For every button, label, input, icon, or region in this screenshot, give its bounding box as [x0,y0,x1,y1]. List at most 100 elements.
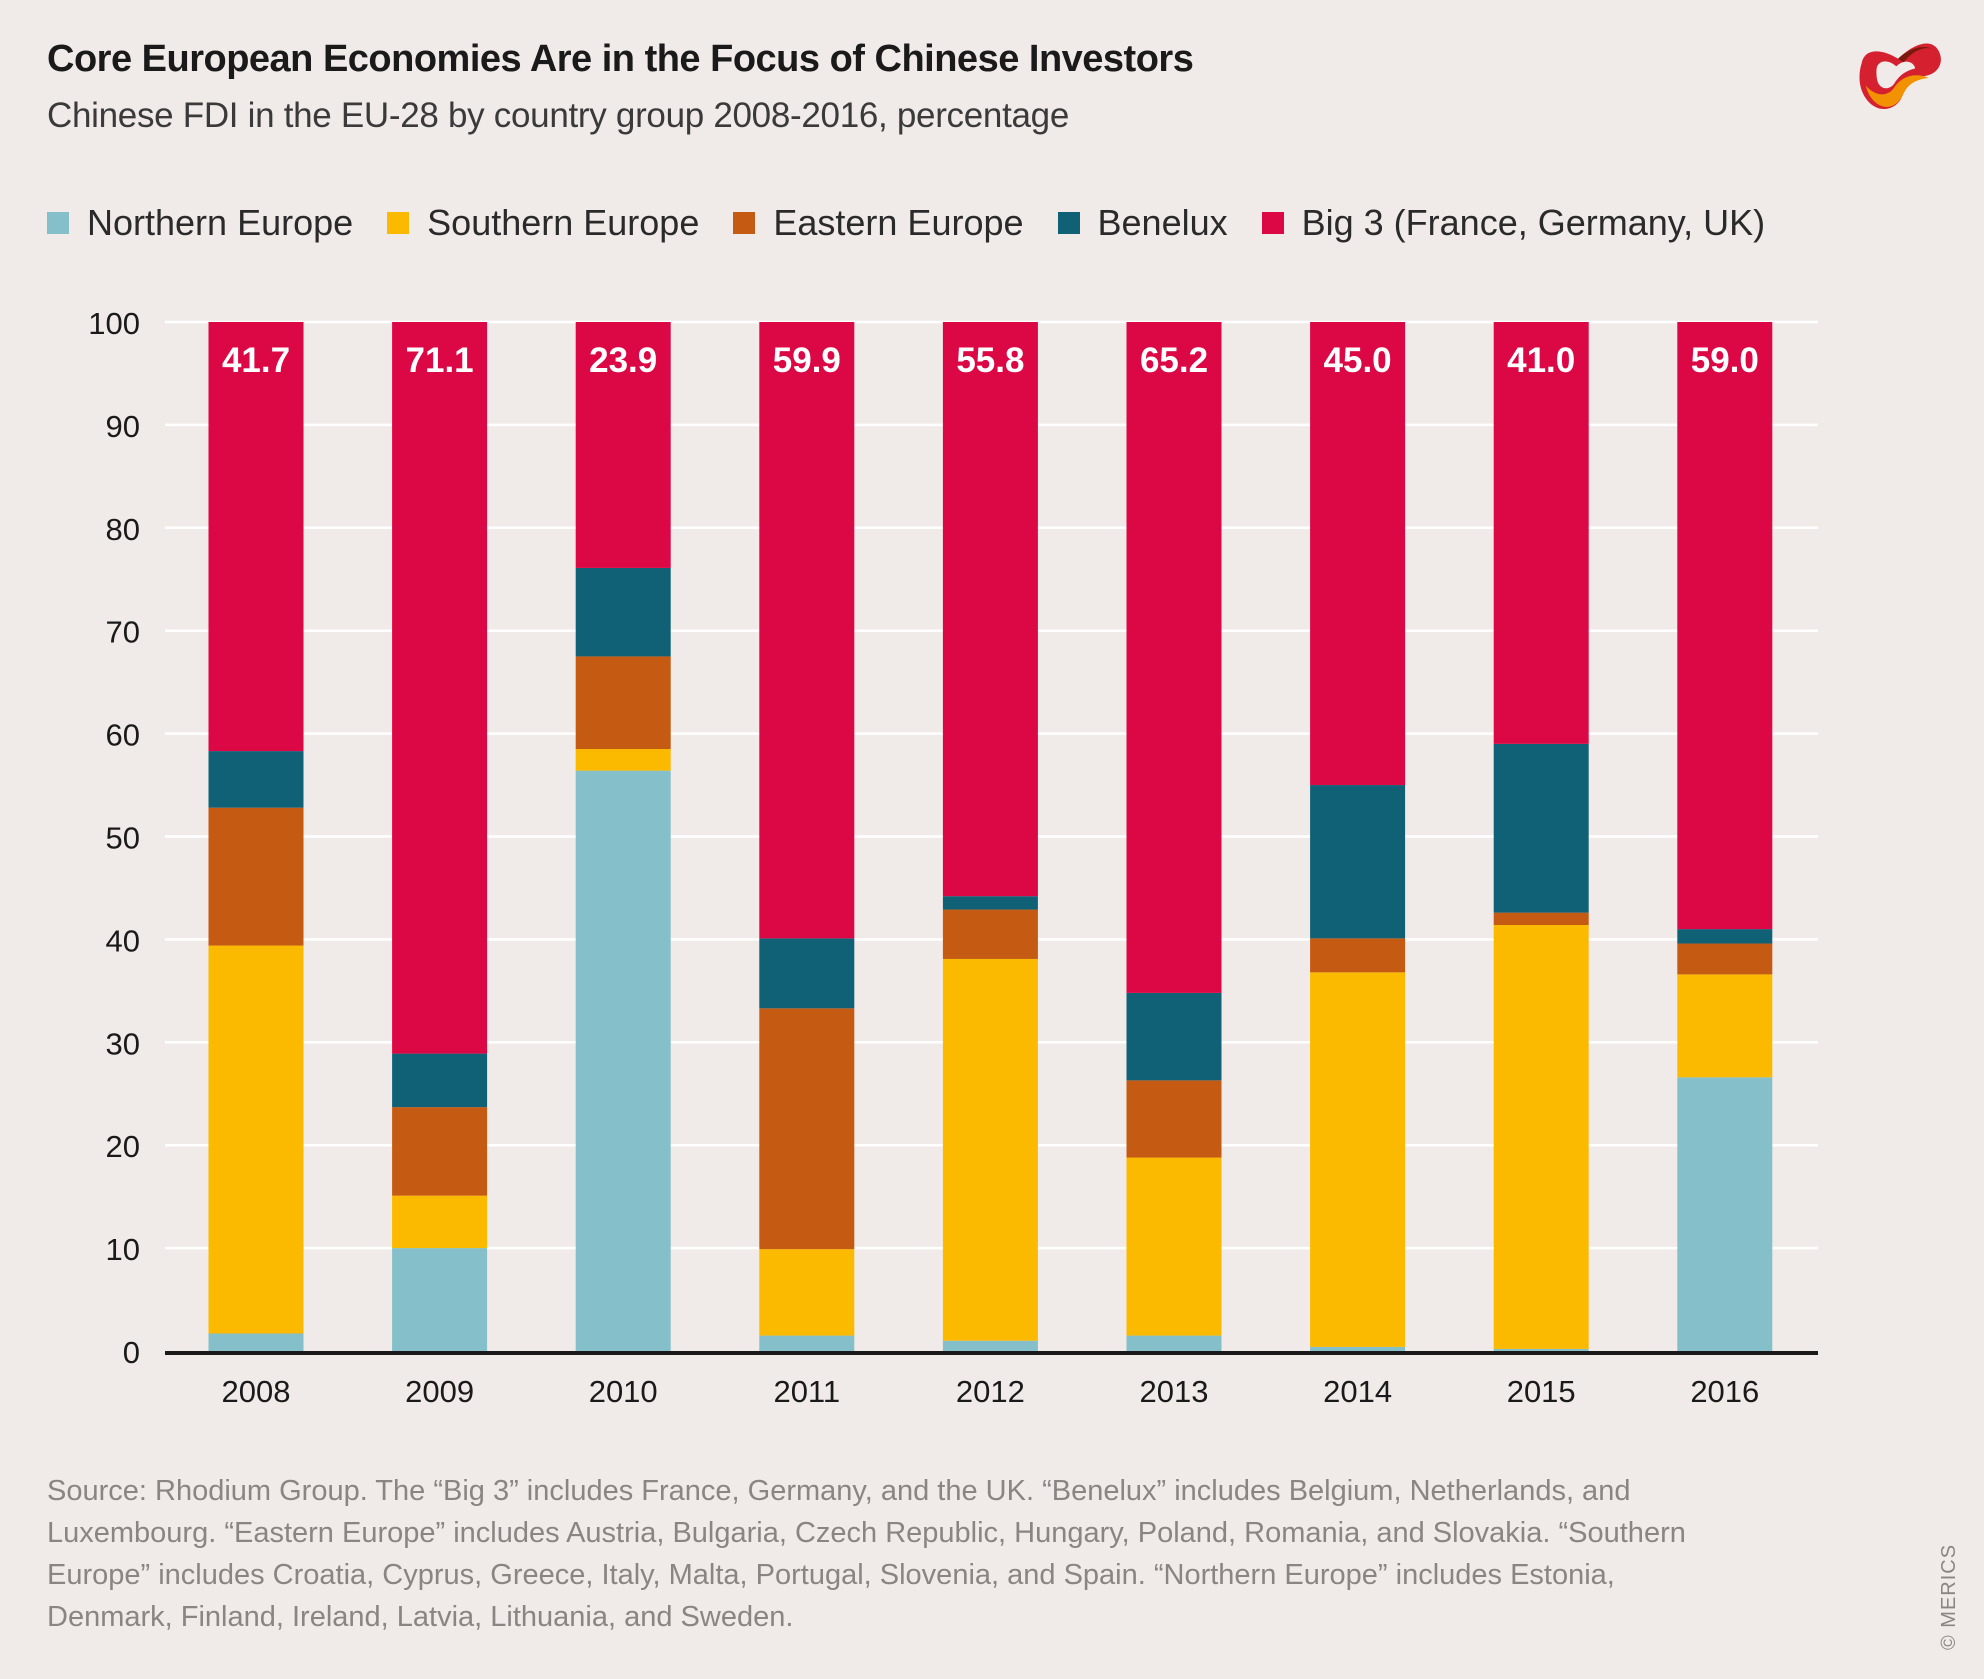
bar-segment-benelux [392,1053,488,1108]
y-tick-label: 40 [106,923,140,958]
data-label: 45.0 [1324,341,1392,380]
bar-segment-benelux [759,938,855,1009]
merics-logo-icon [1859,43,1941,110]
data-label: 65.2 [1140,341,1208,380]
data-label: 55.8 [956,341,1024,380]
y-tick-label: 70 [106,615,140,650]
legend-label: Benelux [1097,202,1228,243]
legend-item-northern-europe: Northern Europe [47,202,353,244]
legend-label: Eastern Europe [773,202,1024,243]
bar-segment-eastern-europe [1126,1080,1222,1158]
bar-segment-big-3-france-germany-uk [208,322,304,752]
bar-segment-northern-europe [1677,1077,1773,1351]
legend-item-eastern-europe: Eastern Europe [733,202,1024,244]
x-tick-label: 2013 [1140,1374,1209,1409]
bar-segment-benelux [1677,929,1773,944]
legend-swatch-eastern-europe [733,212,756,234]
bar-segment-benelux [208,751,304,808]
bar-stack-2014 [1310,322,1406,1351]
bar-segment-northern-europe [575,770,671,1351]
bar-segment-southern-europe [208,945,304,1334]
x-tick-label: 2016 [1690,1374,1759,1409]
x-tick-label: 2008 [222,1374,291,1409]
x-tick-label: 2015 [1507,1374,1576,1409]
data-label: 71.1 [406,341,474,380]
bar-stack-2011 [759,322,855,1351]
chart-subtitle: Chinese FDI in the EU-28 by country grou… [47,96,1070,135]
y-axis-ticks: 0 10 20 30 40 50 60 70 80 90 100 [88,306,140,1370]
bar-segment-southern-europe [392,1195,488,1249]
bar-segment-benelux [1126,992,1222,1081]
bar-segment-eastern-europe [1493,912,1589,925]
x-tick-label: 2009 [405,1374,474,1409]
data-labels: 41.7 71.1 23.9 59.9 55.8 65.2 45.0 41.0 59.0 [222,341,1759,380]
y-tick-label: 90 [106,409,140,444]
legend-swatch-benelux [1057,212,1080,234]
legend-item-southern-europe: Southern Europe [387,202,699,244]
x-tick-label: 2010 [589,1374,658,1409]
legend-swatch-big-3 [1261,212,1284,234]
bar-segment-big-3-france-germany-uk [942,322,1038,897]
x-tick-label: 2012 [956,1374,1025,1409]
bar-segment-big-3-france-germany-uk [575,322,671,568]
y-tick-label: 50 [106,821,140,856]
copyright-notice: © MERICS [1938,1543,1960,1650]
bar-stack-2012 [942,322,1038,1351]
bar-segment-eastern-europe [1677,943,1773,975]
bars [208,322,1773,1351]
bar-segment-northern-europe [1310,1346,1406,1351]
bar-segment-big-3-france-germany-uk [392,322,488,1054]
legend-label: Southern Europe [427,202,700,243]
source-footnote: Source: Rhodium Group. The “Big 3” inclu… [47,1475,1686,1633]
bar-segment-benelux [1310,785,1406,939]
legend-label: Northern Europe [87,202,354,243]
bar-stack-2009 [392,322,488,1351]
bar-segment-northern-europe [1493,1348,1589,1351]
bar-segment-southern-europe [575,749,671,771]
bar-segment-southern-europe [1677,974,1773,1078]
bar-segment-northern-europe [208,1333,304,1351]
bar-stack-2015 [1493,322,1589,1351]
bar-segment-benelux [575,567,671,657]
x-tick-label: 2011 [773,1374,840,1409]
bar-segment-southern-europe [942,958,1038,1341]
legend-swatch-northern-europe [47,212,69,234]
stacked-bar-chart: 0 10 20 30 40 50 60 70 80 90 100 41.7 71.1 23.9 59.9 5… [88,306,1818,1409]
y-tick-label: 60 [106,718,140,753]
y-tick-label: 10 [106,1232,140,1267]
data-label: 59.9 [773,341,841,380]
y-tick-label: 30 [106,1026,140,1061]
bar-segment-benelux [942,896,1038,910]
x-axis-ticks: 2008 2009 2010 2011 2012 2013 2014 2015 2016 [222,1374,1760,1409]
y-tick-label: 0 [123,1335,140,1370]
bar-segment-northern-europe [942,1340,1038,1351]
data-label: 23.9 [589,341,657,380]
bar-segment-big-3-france-germany-uk [759,322,855,939]
bar-segment-eastern-europe [942,909,1038,959]
bar-segment-southern-europe [1493,924,1589,1349]
y-tick-label: 20 [106,1129,140,1164]
bar-segment-southern-europe [759,1249,855,1336]
data-label: 59.0 [1691,341,1759,380]
legend-item-big-3: Big 3 (France, Germany, UK) [1261,202,1766,244]
bar-segment-big-3-france-germany-uk [1493,322,1589,744]
bar-segment-southern-europe [1310,972,1406,1347]
bar-segment-eastern-europe [1310,938,1406,973]
bar-segment-big-3-france-germany-uk [1677,322,1773,930]
legend-item-benelux: Benelux [1057,202,1228,244]
bar-segment-eastern-europe [575,656,671,750]
bar-segment-eastern-europe [759,1008,855,1250]
bar-segment-northern-europe [759,1335,855,1351]
bar-stack-2016 [1677,322,1773,1351]
data-label: 41.7 [222,341,290,380]
y-tick-label: 80 [106,512,140,547]
bar-segment-northern-europe [392,1248,488,1351]
chart-title: Core European Economies Are in the Focus… [47,38,1194,80]
bar-segment-northern-europe [1126,1335,1222,1351]
bar-segment-eastern-europe [208,807,304,946]
legend-swatch-southern-europe [387,212,410,234]
x-tick-label: 2014 [1323,1374,1392,1409]
bar-segment-eastern-europe [392,1107,488,1196]
legend-label: Big 3 (France, Germany, UK) [1301,202,1766,243]
bar-segment-benelux [1493,743,1589,913]
